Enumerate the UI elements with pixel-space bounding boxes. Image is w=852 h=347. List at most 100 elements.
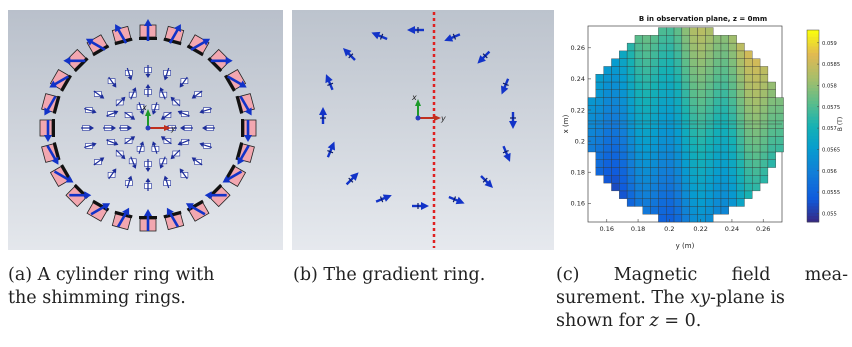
axis-y-label: y [170,124,176,133]
heatmap-cell [705,50,714,59]
heatmap-cell [712,105,722,114]
heatmap-cell [705,159,714,168]
heatmap-cell [775,144,784,153]
heatmap-cell [720,190,729,199]
heatmap-cell [697,105,706,114]
heatmap-cell [666,175,675,184]
heatmap-cell [619,97,628,106]
heatmap-cell [728,105,737,114]
heatmap-cell [650,89,659,98]
heatmap-cell [650,58,659,67]
heatmap-cell [681,136,690,145]
magnet-arrow [237,145,250,165]
heatmap-cell [587,120,596,129]
heatmap-cell [666,74,675,83]
heatmap-cell [744,159,753,168]
heatmap-cell [728,112,737,122]
heatmap-cell [595,81,604,90]
heatmap-cell [681,50,690,59]
heatmap-cell [673,128,683,137]
heatmap-cell [736,151,745,160]
cylinder-ring-render: x y [8,10,283,250]
heatmap-cell [775,120,784,129]
heatmap-cell [744,97,753,106]
heatmap-cell [736,74,745,83]
heatmap-cell [759,112,769,122]
heatmap-cell [611,112,620,122]
colorbar-segment [807,58,819,63]
colorbar-segment [807,110,819,114]
x-tick-label: 0.2 [664,225,674,233]
y-tick-label: 0.18 [571,169,585,177]
magnet-arrow [69,191,92,200]
heatmap-cell [681,97,690,106]
heatmap-cell [689,35,698,44]
heatmap-cell [595,112,604,122]
heatmap-cell [634,58,643,67]
heatmap-cell [689,144,698,153]
colorbar-segment [807,180,819,184]
shim-arrow [159,87,168,100]
heatmap-cell [634,81,643,90]
heatmap-cell [744,112,753,122]
heatmap-cell [720,182,729,192]
heatmap-cell [705,112,714,122]
heatmap-cell [712,97,722,106]
magnet-arrow [144,19,152,41]
heatmap-cell [603,159,612,168]
heatmap-cell [587,97,596,106]
heatmap-cell [689,136,698,145]
heatmap-cell [728,50,737,59]
heatmap-cell [603,175,612,184]
colorbar-tick-label: 0.059 [822,41,837,47]
heatmap-cell [681,74,690,83]
heatmap-cell [626,97,636,106]
gradient-magnet-arrow [477,50,491,64]
heatmap-cell [720,128,729,137]
y-tick-label: 0.26 [571,44,585,52]
heatmap-cell [658,151,667,160]
heatmap-cell [634,198,643,207]
heatmap-cell [666,97,675,106]
shim-arrow [202,125,215,131]
heatmap-cell [658,206,667,215]
heatmap-cell [681,144,690,153]
heatmap-cell [728,144,737,153]
colorbar-segment [807,68,819,72]
colorbar-tick-label: 0.056 [822,169,837,175]
heatmap-cell [697,112,706,122]
heatmap-cell [642,190,651,199]
heatmap-cell [650,151,659,160]
heatmap-cell [705,144,714,153]
heatmap-cell [673,42,683,52]
heatmap-cell [689,66,698,75]
colorbar-segment [807,167,819,172]
heatmap-cell [673,35,683,44]
heatmap-cell [759,167,769,176]
heatmap-cell [759,136,769,145]
heatmap-cell [681,167,690,176]
heatmap-cell [736,81,745,90]
heatmap-cell [712,42,722,52]
colorbar-segment [807,39,819,44]
heatmap-cell [697,128,706,137]
heatmap-cell [720,81,729,90]
colorbar-segment [807,42,819,47]
heatmap-cell [752,182,761,192]
heatmap-cell [650,175,659,184]
heatmap-cell [728,136,737,145]
heatmap-cell [673,206,683,215]
shim-arrow [128,87,137,100]
shim-arrow [151,102,160,115]
heatmap-cell [705,214,714,223]
heatmap-cell [712,81,722,90]
colorbar-tick-label: 0.055 [822,212,837,218]
heatmap-cell [587,112,596,122]
colorbar-segment [807,193,819,197]
gradient-magnet-arrow [325,74,334,91]
heatmap-cell [611,74,620,83]
colorbar-segment [807,218,819,223]
heatmap-cell [634,42,643,52]
heatmap-cell [697,66,706,75]
heatmap-cell [603,144,612,153]
